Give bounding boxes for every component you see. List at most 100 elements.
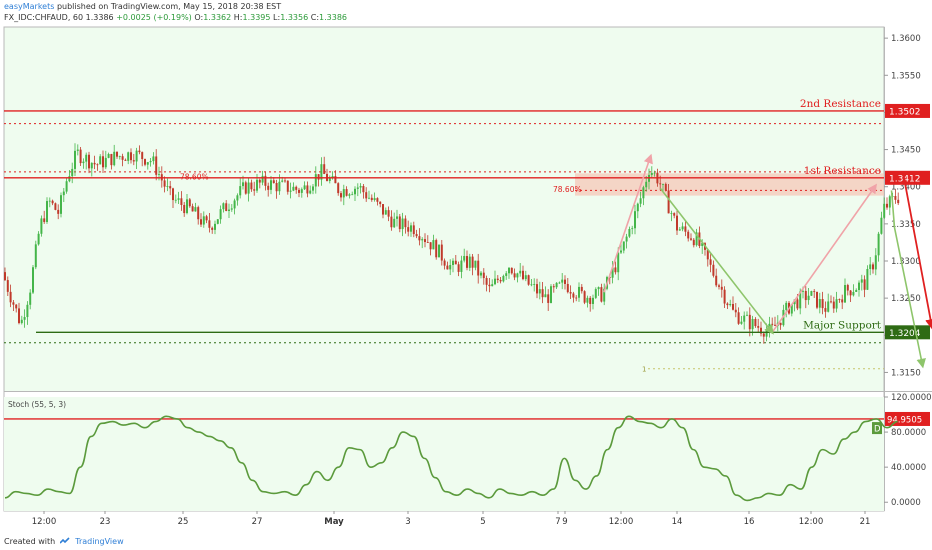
candle[interactable]	[424, 233, 426, 248]
candle[interactable]	[82, 158, 85, 169]
candle[interactable]	[194, 202, 197, 212]
candle[interactable]	[480, 270, 482, 279]
candle[interactable]	[452, 258, 454, 273]
candle[interactable]	[222, 202, 225, 213]
candle[interactable]	[110, 153, 113, 170]
candle[interactable]	[636, 202, 639, 219]
candle[interactable]	[359, 183, 362, 194]
candle[interactable]	[818, 292, 821, 314]
candle[interactable]	[589, 295, 592, 312]
candle[interactable]	[715, 268, 718, 288]
candle[interactable]	[348, 193, 351, 199]
candle[interactable]	[824, 301, 827, 318]
candle[interactable]	[76, 144, 79, 156]
green-projection-arrow[interactable]	[890, 190, 926, 369]
candle[interactable]	[418, 228, 421, 246]
candle[interactable]	[594, 287, 597, 300]
candle[interactable]	[454, 255, 457, 265]
candle[interactable]	[233, 198, 236, 215]
candle[interactable]	[690, 233, 692, 241]
projection-arrows[interactable]	[603, 153, 932, 369]
candle[interactable]	[401, 212, 404, 237]
candle[interactable]	[844, 278, 846, 303]
trading-chart[interactable]: 1.36001.35501.35001.34501.34001.33501.33…	[0, 0, 932, 530]
candle[interactable]	[317, 174, 320, 187]
candle[interactable]	[320, 157, 323, 186]
candle[interactable]	[426, 235, 429, 244]
candle[interactable]	[463, 248, 466, 263]
candle[interactable]	[586, 295, 589, 308]
candle[interactable]	[127, 151, 130, 165]
candle[interactable]	[286, 180, 289, 195]
candle[interactable]	[807, 287, 810, 305]
candle[interactable]	[530, 279, 533, 287]
candle[interactable]	[888, 194, 891, 216]
candle[interactable]	[96, 163, 99, 171]
candle[interactable]	[267, 182, 270, 197]
candle[interactable]	[376, 197, 379, 206]
candle[interactable]	[177, 191, 180, 204]
candle[interactable]	[351, 191, 354, 196]
candle[interactable]	[835, 291, 838, 313]
candle[interactable]	[314, 166, 317, 194]
candle[interactable]	[555, 282, 558, 289]
candle[interactable]	[306, 181, 309, 198]
candle[interactable]	[438, 244, 440, 258]
candle[interactable]	[230, 204, 233, 212]
candle[interactable]	[513, 268, 516, 281]
candle[interactable]	[827, 293, 830, 313]
candle[interactable]	[692, 238, 695, 248]
candle[interactable]	[298, 187, 300, 198]
candle[interactable]	[527, 274, 530, 286]
candle[interactable]	[600, 283, 603, 303]
candle[interactable]	[303, 181, 306, 190]
candle[interactable]	[432, 234, 435, 250]
candle[interactable]	[709, 253, 712, 273]
candle[interactable]	[676, 210, 678, 235]
candle[interactable]	[354, 186, 356, 201]
candle[interactable]	[510, 267, 513, 275]
candle[interactable]	[4, 267, 6, 282]
candle[interactable]	[894, 189, 897, 204]
candle[interactable]	[536, 278, 538, 299]
candle[interactable]	[216, 219, 219, 225]
candle[interactable]	[412, 221, 415, 238]
green-projection-arrow[interactable]	[659, 187, 774, 335]
candle[interactable]	[597, 286, 600, 296]
candle[interactable]	[71, 162, 74, 184]
candle[interactable]	[569, 285, 572, 299]
candle[interactable]	[650, 166, 653, 179]
candle[interactable]	[365, 187, 368, 202]
candle[interactable]	[830, 295, 832, 304]
candle[interactable]	[163, 176, 166, 193]
candle[interactable]	[522, 265, 524, 281]
candle[interactable]	[132, 153, 135, 166]
candle[interactable]	[211, 226, 214, 234]
candle[interactable]	[482, 268, 485, 285]
price-plot-area[interactable]	[4, 27, 884, 391]
candle[interactable]	[54, 202, 57, 211]
red-projection-arrow[interactable]	[903, 177, 932, 330]
candle[interactable]	[603, 283, 606, 306]
candle[interactable]	[250, 179, 253, 192]
candle[interactable]	[236, 193, 239, 206]
stoch-line[interactable]	[4, 415, 898, 502]
candle[interactable]	[622, 241, 625, 254]
candle[interactable]	[214, 220, 216, 235]
candle[interactable]	[93, 155, 96, 170]
candle[interactable]	[208, 213, 211, 233]
candle[interactable]	[538, 281, 541, 300]
stoch-plot-area[interactable]	[4, 397, 884, 511]
candle[interactable]	[874, 248, 877, 276]
candle[interactable]	[155, 149, 158, 181]
candle[interactable]	[746, 311, 748, 317]
candle[interactable]	[141, 151, 144, 167]
candle[interactable]	[429, 242, 432, 256]
candle[interactable]	[502, 274, 505, 283]
candle[interactable]	[334, 170, 337, 184]
candle[interactable]	[477, 253, 480, 284]
candle[interactable]	[43, 210, 46, 224]
candle[interactable]	[855, 288, 858, 293]
candle[interactable]	[396, 209, 398, 227]
candle[interactable]	[270, 175, 272, 195]
